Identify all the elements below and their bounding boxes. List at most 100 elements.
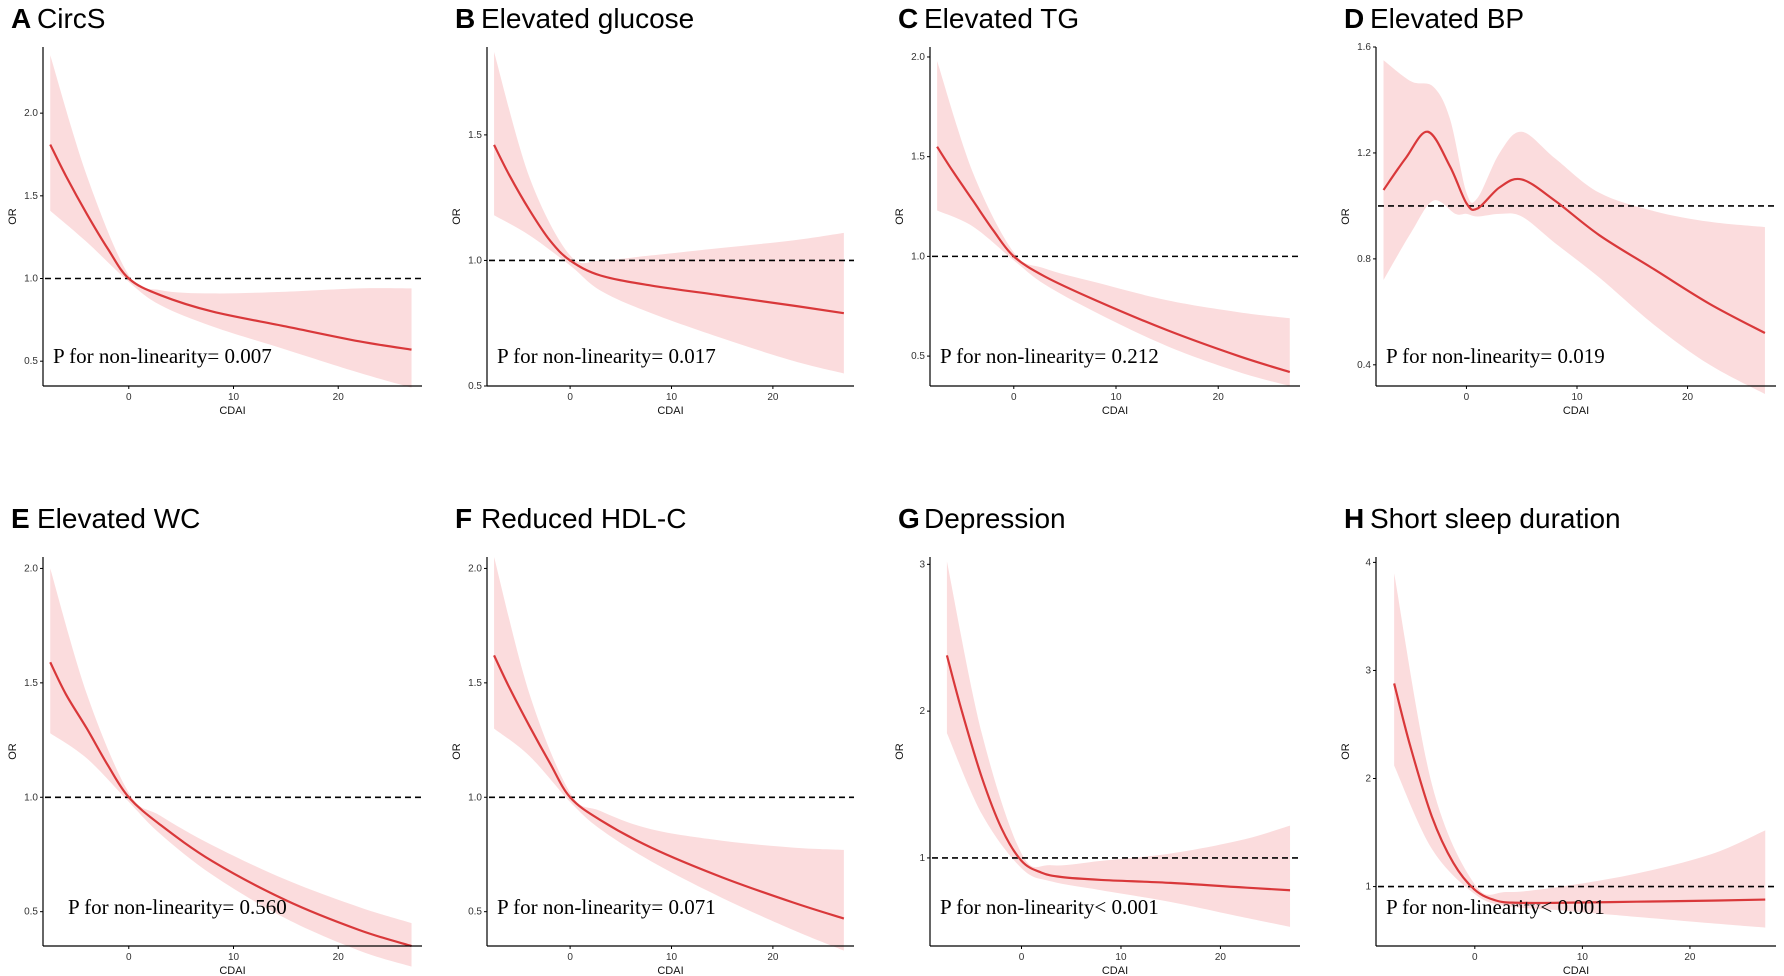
y-tick-label: 2.0	[468, 563, 482, 574]
y-tick-label: 0.5	[468, 381, 482, 392]
x-axis-label: CDAI	[1563, 965, 1589, 976]
x-tick-label: 0	[1011, 392, 1017, 403]
panel-title: Elevated WC	[37, 503, 200, 534]
x-tick-label: 0	[567, 952, 573, 963]
x-axis-label: CDAI	[1563, 405, 1589, 417]
nonlinearity-annotation: P for non-linearity< 0.001	[940, 895, 1159, 919]
panel-title: Reduced HDL-C	[481, 503, 686, 534]
confidence-band	[50, 568, 412, 967]
y-tick-label: 2	[1365, 774, 1371, 785]
x-tick-label: 20	[767, 952, 779, 963]
panel-e: E Elevated WC 0.5 1.0 1.5 2.0 0 10 20 CDAI OR P for…	[7, 503, 422, 976]
confidence-band	[494, 52, 844, 374]
nonlinearity-annotation: P for non-linearity= 0.560	[68, 895, 287, 919]
x-tick-label: 10	[228, 952, 240, 963]
y-axis-label: OR	[894, 208, 906, 225]
y-tick-label: 1.0	[911, 251, 925, 262]
confidence-band	[946, 561, 1291, 927]
x-tick-label: 10	[1577, 952, 1589, 963]
or-curve	[49, 144, 412, 351]
x-axis-label: CDAI	[219, 965, 245, 976]
x-tick-label: 10	[1571, 392, 1583, 403]
panel-title: Depression	[924, 503, 1066, 534]
x-tick-label: 0	[567, 392, 573, 403]
x-tick-label: 0	[1019, 952, 1025, 963]
nonlinearity-annotation: P for non-linearity= 0.071	[497, 895, 716, 919]
y-tick-label: 1.2	[1357, 148, 1371, 159]
nonlinearity-annotation: P for non-linearity= 0.017	[497, 344, 716, 368]
y-axis-label: OR	[7, 743, 19, 760]
panel-c: C Elevated TG 0.5 1.0 1.5 2.0 0 10 20 CDAI OR P for…	[894, 3, 1300, 417]
x-tick-label: 20	[767, 392, 779, 403]
y-tick-label: 0.5	[24, 907, 38, 918]
panel-title: Short sleep duration	[1370, 503, 1621, 534]
x-tick-label: 0	[1464, 392, 1470, 403]
panel-f: F Reduced HDL-C 0.5 1.0 1.5 2.0 0 10 20 CDAI OR P f…	[451, 503, 854, 976]
y-tick-label: 1.5	[24, 678, 38, 689]
y-tick-label: 1	[1365, 882, 1371, 893]
confidence-band	[937, 60, 1290, 387]
panel-title: Elevated BP	[1370, 3, 1524, 34]
nonlinearity-annotation: P for non-linearity= 0.019	[1386, 344, 1605, 368]
x-tick-label: 10	[1115, 952, 1127, 963]
panel-title: CircS	[37, 3, 105, 34]
panel-title: Elevated glucose	[481, 3, 694, 34]
y-tick-label: 3	[919, 559, 925, 570]
or-curve	[945, 655, 1291, 892]
x-tick-label: 10	[666, 392, 678, 403]
x-tick-label: 10	[666, 952, 678, 963]
x-tick-label: 0	[126, 952, 132, 963]
x-tick-label: 20	[1682, 392, 1694, 403]
y-tick-label: 1.5	[468, 130, 482, 141]
panel-b: B Elevated glucose 0.5 1.0 1.5 0 10 20 CDAI OR P f…	[451, 3, 854, 417]
or-curve	[1382, 130, 1766, 335]
panel-letter: D	[1344, 3, 1364, 34]
y-tick-label: 0.4	[1357, 360, 1371, 371]
y-tick-label: 2	[919, 706, 925, 717]
x-axis-label: CDAI	[657, 965, 683, 976]
x-tick-label: 20	[1213, 392, 1225, 403]
y-axis-label: OR	[1340, 743, 1352, 760]
y-tick-label: 1.5	[24, 191, 38, 202]
confidence-band	[494, 557, 844, 951]
x-tick-label: 20	[1684, 952, 1696, 963]
panel-g: G Depression 1 2 3 0 10 20 CDAI OR P for non-linea…	[894, 503, 1300, 976]
y-tick-label: 2.0	[911, 52, 925, 63]
panel-letter: E	[11, 503, 30, 534]
panel-letter: F	[455, 503, 472, 534]
nonlinearity-annotation: P for non-linearity= 0.007	[53, 344, 272, 368]
nonlinearity-annotation: P for non-linearity= 0.212	[940, 344, 1159, 368]
or-curve	[1393, 683, 1766, 905]
y-axis-label: OR	[451, 208, 463, 225]
panel-letter: H	[1344, 503, 1364, 534]
panel-letter: B	[455, 3, 475, 34]
x-tick-label: 10	[228, 392, 240, 403]
y-tick-label: 1.0	[468, 255, 482, 266]
or-curve	[49, 661, 412, 948]
y-tick-label: 1.0	[24, 792, 38, 803]
nonlinearity-annotation: P for non-linearity< 0.001	[1386, 895, 1605, 919]
x-axis-label: CDAI	[1102, 965, 1128, 976]
y-tick-label: 2.0	[24, 108, 38, 119]
panel-d: D Elevated BP 0.4 0.8 1.2 1.6 0 10 20 CDAI OR P for…	[1340, 3, 1776, 417]
y-tick-label: 4	[1365, 557, 1371, 568]
x-tick-label: 10	[1110, 392, 1122, 403]
y-tick-label: 1.5	[911, 152, 925, 163]
panel-h: H Short sleep duration 1 2 3 4 0 10 20 CDAI OR P fo…	[1340, 503, 1776, 976]
x-tick-label: 20	[333, 392, 345, 403]
x-tick-label: 20	[1215, 952, 1227, 963]
x-tick-label: 20	[333, 952, 345, 963]
x-axis-label: CDAI	[1102, 405, 1128, 417]
or-curve	[493, 654, 845, 920]
y-axis-label: OR	[1340, 208, 1352, 225]
x-tick-label: 0	[126, 392, 132, 403]
y-tick-label: 1	[919, 853, 925, 864]
confidence-band	[1383, 60, 1765, 394]
y-axis-label: OR	[451, 743, 463, 760]
y-axis-label: OR	[7, 208, 19, 225]
x-tick-label: 0	[1472, 952, 1478, 963]
y-tick-label: 1.5	[468, 678, 482, 689]
x-axis-label: CDAI	[219, 405, 245, 417]
y-tick-label: 1.0	[24, 274, 38, 285]
